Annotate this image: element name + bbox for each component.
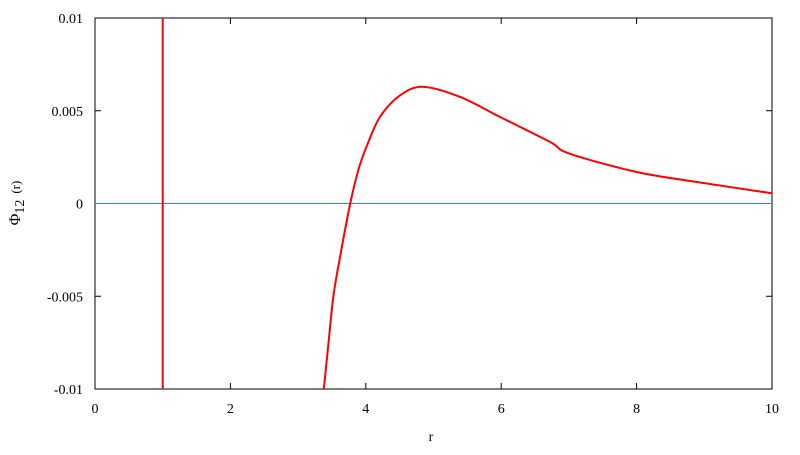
x-tick-label: 0 (92, 402, 99, 417)
series-line (322, 85, 773, 390)
y-tick-label: -0.01 (54, 383, 83, 398)
y-tick-label: 0 (76, 198, 83, 213)
svg-text:Φ12(r): Φ12 (r) (7, 181, 28, 226)
y-tick-label: 0.005 (52, 105, 84, 120)
x-tick-label: 4 (362, 402, 369, 417)
x-tick-label: 8 (633, 402, 640, 417)
x-axis-label: r (429, 430, 434, 445)
x-tick-label: 6 (498, 402, 505, 417)
y-axis-label-phi: Φ (7, 213, 24, 225)
y-axis-label-arg: (r) (8, 181, 23, 194)
y-axis-label-sub: 12 (13, 200, 28, 214)
y-axis-label: Φ12 (r) (7, 181, 28, 226)
x-tick-label: 10 (765, 402, 779, 417)
y-tick-label: 0.01 (59, 12, 84, 27)
y-tick-label: -0.005 (47, 290, 83, 305)
x-tick-label: 2 (227, 402, 234, 417)
